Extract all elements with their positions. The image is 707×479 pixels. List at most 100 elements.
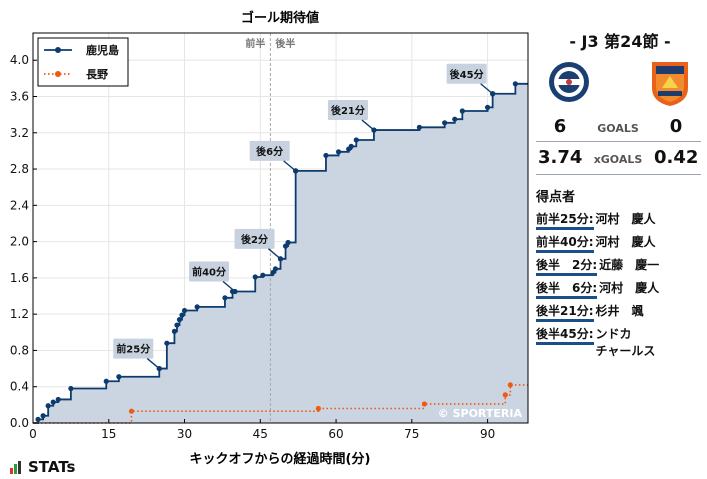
plot-frame (32, 32, 529, 424)
x-tick-label: 0 (29, 427, 37, 441)
y-tick-label: 0.0 (10, 416, 29, 430)
y-tick-label: 4.0 (10, 53, 29, 67)
data-point (442, 120, 448, 126)
goal-marker (232, 288, 238, 295)
goal-annotation-arrow (361, 119, 375, 131)
goal-annotation-arrow (268, 248, 281, 260)
home-score: 6 (553, 116, 567, 137)
data-point (55, 396, 61, 403)
data-point (50, 399, 56, 405)
scorer-row: 前半40分: 河村 慶人 (536, 233, 656, 253)
scorers-title: 得点者 (536, 190, 576, 205)
data-point (272, 266, 279, 272)
scorer-name: 杉井 颯 (595, 304, 644, 318)
x-tick-label: 60 (328, 427, 343, 441)
x-tick-label: 75 (404, 427, 419, 441)
data-point (176, 317, 183, 323)
legend-box (37, 37, 129, 87)
goal-annotation-arrow (480, 83, 494, 95)
scorer-time: 後半 2分: (536, 256, 598, 276)
data-point (282, 243, 289, 249)
goal-annotation-label: 前40分 (192, 265, 226, 278)
goal-annotation-arrow (146, 358, 160, 370)
goal-annotation-box (249, 140, 290, 161)
away-score: 0 (669, 116, 683, 137)
scorer-time: 後半21分: (536, 302, 594, 322)
y-tick-label: 2.0 (10, 235, 29, 249)
scorer-name: 河村 慶人 (599, 281, 660, 295)
data-point (421, 401, 428, 407)
data-point (502, 392, 508, 398)
data-point (68, 385, 74, 392)
y-tick-label: 0.8 (10, 343, 29, 357)
data-point (40, 413, 46, 419)
stats-brand-label: STATs (28, 458, 76, 476)
home-xg: 3.74 (538, 147, 583, 168)
y-tick-label: 3.2 (10, 126, 29, 140)
goal-annotation-label: 後21分 (331, 104, 365, 117)
legend-label: 長野 (86, 68, 108, 81)
scorer-time: 後半 6分: (536, 279, 598, 299)
y-tick-label: 1.6 (10, 271, 29, 285)
stats-bars-icon (10, 460, 22, 474)
y-tick-label: 3.6 (10, 89, 29, 103)
data-point (116, 374, 122, 380)
scorer-name: 河村 慶人 (595, 235, 656, 249)
data-point (194, 304, 200, 310)
scorer-row: 前半25分: 河村 慶人 (536, 210, 656, 230)
data-point (459, 108, 465, 114)
series-area (33, 83, 528, 423)
xgoals-label: xGOALS (593, 153, 643, 166)
data-point (171, 328, 178, 334)
legend-label: 鹿児島 (86, 43, 119, 57)
goal-marker (490, 91, 496, 97)
x-tick-label: 90 (480, 427, 495, 441)
goal-annotation-label: 後2分 (241, 233, 268, 246)
data-point (335, 149, 342, 155)
goal-marker (371, 127, 377, 133)
scorer-row: 後半 2分: 近藤 慶一 (536, 256, 659, 276)
away-xg: 0.42 (654, 147, 699, 168)
goal-annotation-label: 前25分 (116, 343, 150, 356)
data-point (128, 408, 135, 414)
data-point (174, 322, 180, 328)
scorer-row: 後半21分: 杉井 颯 (536, 302, 644, 322)
data-point (452, 116, 458, 122)
goal-marker (293, 168, 299, 174)
stats-logo: STATs (10, 458, 75, 476)
goal-marker (156, 365, 162, 372)
data-point (270, 269, 276, 276)
chart-title: ゴール期待値 (241, 10, 319, 26)
scorer-time: 前半40分: (536, 233, 594, 253)
legend-marker (55, 71, 61, 77)
y-tick-label: 0.4 (10, 380, 29, 394)
scorer-row: 後半 6分: 河村 慶人 (536, 279, 659, 299)
goals-row: 6 GOALS 0 (538, 116, 698, 137)
data-point (353, 137, 359, 143)
scorer-time: 前半25分: (536, 210, 594, 230)
goal-annotation-arrow (283, 160, 297, 172)
data-point (252, 274, 258, 280)
x-tick-label: 15 (101, 427, 116, 441)
scorer-name: ンドカ チャールス (595, 327, 656, 358)
goal-annotation-arrow (222, 280, 236, 293)
data-point (222, 295, 228, 301)
data-point (103, 378, 109, 384)
goal-annotation-label: 後6分 (256, 145, 283, 158)
divider (536, 141, 701, 142)
y-tick-label: 2.8 (10, 162, 29, 176)
y-tick-label: 2.4 (10, 198, 29, 212)
match-title: - J3 第24節 - (569, 32, 671, 51)
data-point (323, 152, 329, 159)
scorer-name: 近藤 慶一 (599, 258, 660, 272)
goal-annotation-box (189, 261, 230, 282)
scorer-row: 後半45分: ンドカ チャールス (536, 325, 655, 359)
data-point (512, 81, 518, 87)
goals-label: GOALS (597, 122, 639, 135)
goal-annotation-label: 後45分 (450, 68, 484, 81)
second-half-label: 後半 (275, 37, 295, 50)
goal-annotation-box (113, 338, 154, 359)
data-point (35, 416, 41, 422)
data-point (260, 272, 266, 278)
goal-annotation-box (327, 100, 368, 121)
